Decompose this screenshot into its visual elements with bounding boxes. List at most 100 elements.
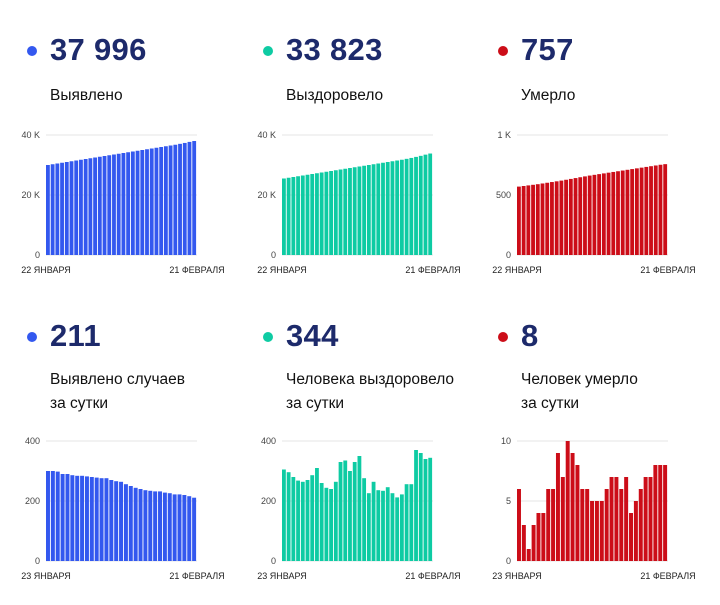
x-end-label: 21 ФЕВРАЛЯ [405,265,460,275]
bar [99,478,104,561]
metric-label: Человек умерло [521,371,638,388]
bar [143,490,148,561]
total-deaths-value: 757 [521,32,574,67]
y-tick-label: 400 [25,436,40,446]
y-tick-label: 0 [506,556,511,566]
bar [338,462,343,561]
bar [414,156,418,255]
bar [643,477,648,561]
bar [172,494,177,561]
bar [55,163,60,255]
blue-dot-icon [27,332,37,342]
bar-chart: 40 K 20 K 0 22 ЯНВАРЯ 21 ФЕВРАЛЯ [21,130,224,275]
total-recovered-value: 33 823 [286,32,383,67]
x-start-label: 23 ЯНВАРЯ [492,571,542,581]
bar [50,164,55,255]
bar-chart: 40 K 20 K 0 22 ЯНВАРЯ 21 ФЕВРАЛЯ [257,130,460,275]
bar [616,171,620,255]
bar [633,501,638,561]
bar [540,183,545,255]
teal-dot-icon [263,46,273,56]
bar [531,184,535,255]
metric-label: Выздоровело [286,87,384,104]
bar [541,513,546,561]
bar [366,165,371,255]
bar [80,475,85,561]
bar-chart: 1 K 500 0 22 ЯНВАРЯ 21 ФЕВРАЛЯ [492,130,695,275]
bar [79,159,83,255]
bar [526,185,531,255]
y-tick-label: 40 K [257,130,276,140]
bar [414,450,418,561]
bar [648,477,653,561]
bar [575,465,580,561]
bar [305,480,310,561]
bar [153,491,158,561]
bar [46,165,50,255]
y-tick-label: 400 [261,436,276,446]
y-tick-label: 200 [261,496,276,506]
bar [551,489,556,561]
red-dot-icon [498,46,508,56]
bar [580,489,585,561]
bar [64,162,69,255]
bar [624,477,629,561]
bar [286,177,291,255]
bar [404,158,409,255]
bar-chart: 10 5 0 23 ЯНВАРЯ 21 ФЕВРАЛЯ [492,436,695,581]
bar [614,477,619,561]
bar [545,182,550,255]
bar [89,477,94,561]
x-end-label: 21 ФЕВРАЛЯ [640,571,695,581]
bar [658,164,663,255]
x-end-label: 21 ФЕВРАЛЯ [169,265,224,275]
metric-label: Выявлено случаев [50,371,185,388]
bar [381,162,385,255]
bar [102,156,107,255]
bar [559,180,564,255]
x-start-label: 23 ЯНВАРЯ [257,571,307,581]
bar [423,154,428,255]
metric-label: Выявлено [50,87,123,104]
bar [109,480,114,561]
x-start-label: 22 ЯНВАРЯ [21,265,71,275]
bar [578,177,583,255]
bar [60,474,65,561]
metric-label: Умерло [521,87,576,104]
bar [104,478,109,561]
teal-dot-icon [263,332,273,342]
y-tick-label: 0 [506,250,511,260]
bar [385,162,390,255]
metric-label: Человека выздоровело [286,371,455,388]
y-tick-label: 20 K [257,190,276,200]
bar [192,141,197,255]
bar [50,471,55,561]
bar [620,170,625,255]
bar [663,164,668,255]
bar [395,160,400,255]
bar [409,157,414,255]
bar [187,496,192,561]
bar [123,484,128,561]
bar [74,160,79,255]
bar [300,175,305,255]
bar [315,173,319,255]
bar [60,162,64,255]
bar [418,155,423,255]
bar [546,489,551,561]
y-tick-label: 200 [25,496,40,506]
y-tick-label: 1 K [497,130,511,140]
bar [590,501,595,561]
bar [649,166,653,255]
bar [343,168,348,255]
bar [653,465,658,561]
y-tick-label: 0 [271,250,276,260]
bar [75,475,80,561]
bar [329,489,334,561]
bar [357,456,362,561]
bar [606,172,611,255]
bar [133,487,138,561]
bar [517,489,521,561]
bar [521,525,526,561]
bar [159,147,164,255]
